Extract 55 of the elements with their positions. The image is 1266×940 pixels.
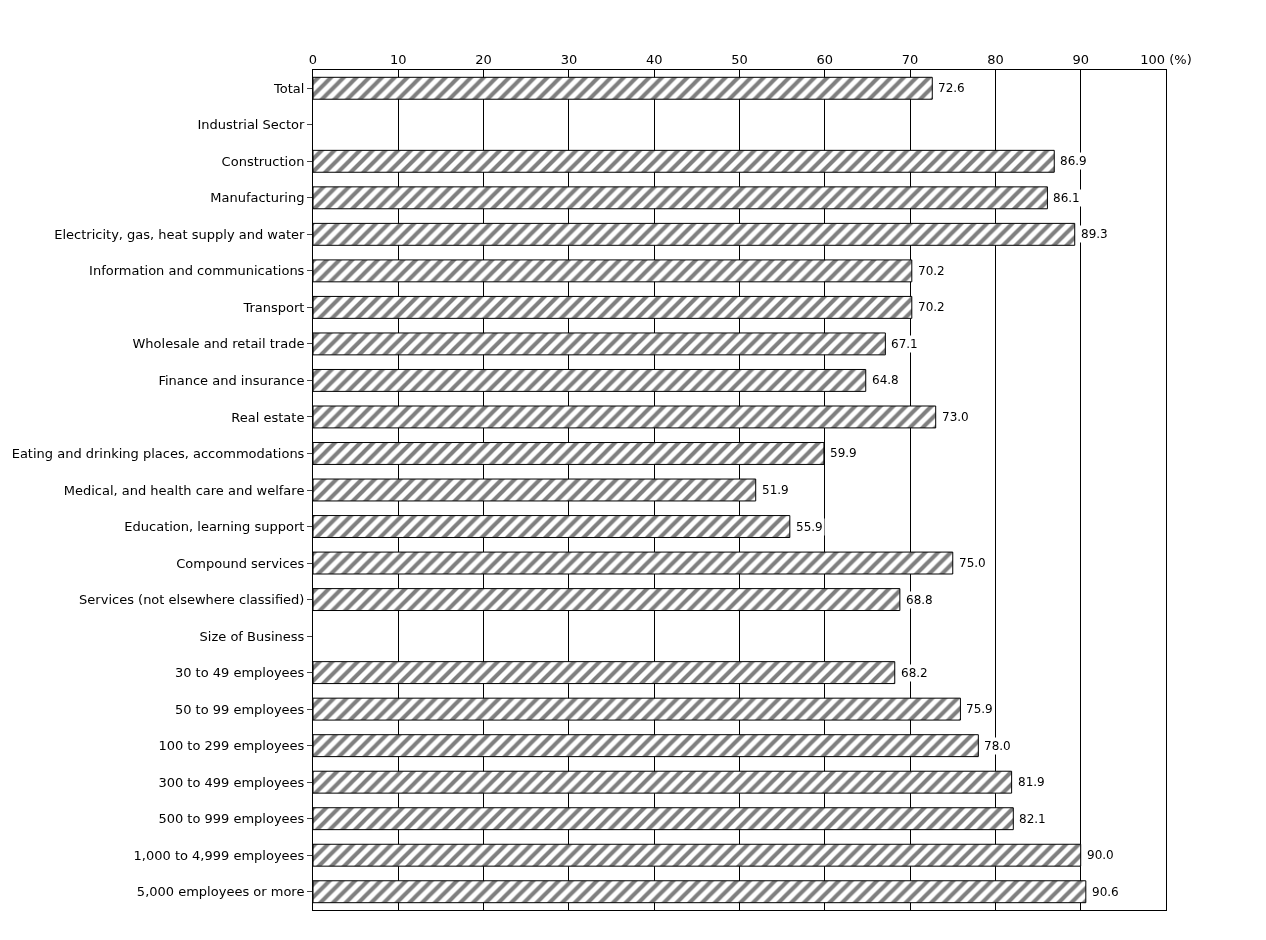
data-label: 90.0 <box>1087 848 1114 862</box>
y-tick-label: Finance and insurance <box>158 372 305 388</box>
y-tick-label: Industrial Sector <box>197 117 306 133</box>
data-label: 86.1 <box>1053 191 1080 205</box>
y-tick-label: 30 to 49 employees <box>174 665 305 681</box>
data-label: 75.9 <box>966 702 993 716</box>
x-tick-label: 50 <box>731 51 748 67</box>
data-label: 70.2 <box>918 300 945 314</box>
data-label: 89.3 <box>1081 227 1108 241</box>
y-tick-label: 5,000 employees or more <box>136 884 305 900</box>
y-tick-label: Size of Business <box>199 628 305 644</box>
x-tick-label: 30 <box>560 51 578 67</box>
data-label: 73.0 <box>942 410 969 424</box>
data-label: 81.9 <box>1018 775 1045 789</box>
data-label: 86.9 <box>1060 154 1087 168</box>
data-label: 78.0 <box>984 739 1011 753</box>
y-tick-label: Electricity, gas, heat supply and water <box>54 226 306 242</box>
data-label: 67.1 <box>891 337 918 351</box>
data-label: 70.2 <box>918 264 945 278</box>
data-label: 82.1 <box>1019 812 1046 826</box>
y-tick-label: Transport <box>242 299 305 315</box>
y-tick-label: Manufacturing <box>210 190 305 206</box>
y-tick-label: Eating and drinking places, accommodations <box>11 446 305 462</box>
data-label: 90.6 <box>1092 885 1119 899</box>
y-tick-label: Total <box>273 80 305 96</box>
y-tick-label: Medical, and health care and welfare <box>63 482 305 498</box>
x-tick-label: 0 <box>308 51 318 67</box>
y-tick-label: 500 to 999 employees <box>158 811 305 827</box>
data-label: 55.9 <box>796 520 823 534</box>
y-tick-label: Education, learning support <box>124 519 305 535</box>
data-label: 64.8 <box>872 373 899 387</box>
y-tick-label: Services (not elsewhere classified) <box>79 592 305 608</box>
y-tick-label: Wholesale and retail trade <box>132 336 305 352</box>
x-tick-label: 60 <box>816 51 834 67</box>
data-label: 68.2 <box>901 666 928 680</box>
x-tick-label: 80 <box>987 51 1004 67</box>
y-tick-label: 1,000 to 4,999 employees <box>133 847 305 863</box>
data-label: 59.9 <box>830 446 857 460</box>
data-label: 68.8 <box>906 593 933 607</box>
x-tick-label: 20 <box>475 51 492 67</box>
y-tick-label: 100 to 299 employees <box>158 738 305 754</box>
data-label: 51.9 <box>762 483 789 497</box>
y-tick-label: Construction <box>221 153 305 169</box>
x-tick-label: 40 <box>645 51 663 67</box>
data-label: 72.6 <box>938 81 965 95</box>
x-tick-label: 10 <box>390 51 407 67</box>
x-tick-label: 90 <box>1072 51 1089 67</box>
x-tick-label: 100 (%) <box>1140 51 1192 67</box>
y-tick-label: 50 to 99 employees <box>174 701 305 717</box>
y-tick-label: 300 to 499 employees <box>158 774 305 790</box>
x-tick-label: 70 <box>901 51 919 67</box>
y-tick-label: Real estate <box>231 409 305 425</box>
y-tick-label: Information and communications <box>89 263 305 279</box>
data-label: 75.0 <box>959 556 986 570</box>
y-tick-label: Compound services <box>176 555 305 571</box>
